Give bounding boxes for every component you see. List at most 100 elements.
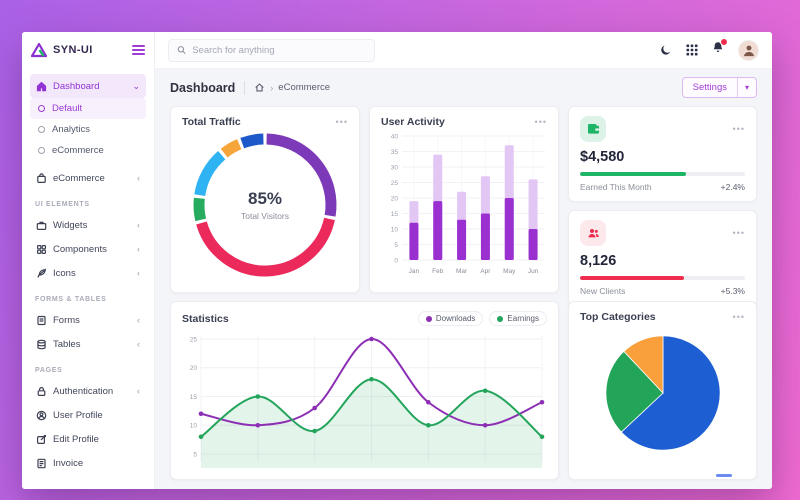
app-window: SYN-UI Dashboard ⌄ Default Analytics eCo… xyxy=(22,32,772,489)
statistics-line-chart: 5 10 15 20 25 xyxy=(182,330,548,468)
svg-text:Apr: Apr xyxy=(480,268,491,275)
legend-downloads[interactable]: Downloads xyxy=(417,311,484,326)
sidebar-item-authentication[interactable]: Authentication ‹ xyxy=(30,379,146,403)
user-avatar[interactable] xyxy=(738,39,759,61)
edit-icon xyxy=(37,434,46,444)
wallet-icon xyxy=(580,116,606,142)
sidebar-section-pages: PAGES xyxy=(35,367,63,374)
svg-text:Jan: Jan xyxy=(409,268,420,275)
sidebar-item-forms[interactable]: Forms ‹ xyxy=(30,308,146,332)
categories-pie-chart xyxy=(599,329,727,457)
chart-legend: Downloads Earnings xyxy=(417,311,547,326)
breadcrumb-item-ecommerce[interactable]: eCommerce xyxy=(278,82,331,93)
statistics-card: Statistics Downloads Earnings xyxy=(170,301,559,480)
svg-text:5: 5 xyxy=(394,242,398,249)
more-options-icon[interactable]: ••• xyxy=(732,123,745,134)
card-title: Top Categories xyxy=(580,311,656,323)
earned-value: $4,580 xyxy=(580,149,625,165)
home-icon xyxy=(36,81,47,91)
sidebar-item-label: eCommerce xyxy=(52,145,104,156)
settings-split-button: Settings ▾ xyxy=(681,77,757,98)
chevron-collapsed-icon: ‹ xyxy=(137,268,140,278)
activity-bar-chart: 0 5 10 15 20 25 30 35 40 Jan Feb Mar Apr May Jun xyxy=(381,130,549,281)
svg-text:Mar: Mar xyxy=(456,268,468,275)
donut-center-value: 85% xyxy=(247,189,283,208)
svg-text:10: 10 xyxy=(190,423,198,430)
sidebar-item-dashboard[interactable]: Dashboard ⌄ xyxy=(30,74,146,98)
notifications-button[interactable] xyxy=(712,38,728,59)
more-options-icon[interactable]: ••• xyxy=(732,311,745,322)
radio-icon xyxy=(38,126,45,133)
sidebar-item-ecommerce[interactable]: eCommerce ‹ xyxy=(30,166,146,190)
sidebar-item-ecommerce-sub[interactable]: eCommerce xyxy=(30,140,146,161)
sidebar-item-label: Analytics xyxy=(52,124,91,135)
svg-text:Feb: Feb xyxy=(432,268,444,275)
radio-icon xyxy=(38,147,45,154)
svg-text:20: 20 xyxy=(391,195,399,202)
breadcrumb-home-icon[interactable] xyxy=(254,82,265,93)
more-options-icon[interactable]: ••• xyxy=(732,227,745,238)
card-title: Total Traffic xyxy=(182,116,241,128)
sidebar-item-edit-profile[interactable]: Edit Profile xyxy=(30,427,146,451)
notification-badge xyxy=(720,38,728,46)
sidebar-item-user-profile[interactable]: User Profile xyxy=(30,403,146,427)
lock-icon xyxy=(37,386,46,396)
chevron-collapsed-icon: ‹ xyxy=(137,386,140,396)
total-traffic-card: Total Traffic ••• 85% Total Visitors xyxy=(170,106,360,293)
sidebar-item-analytics[interactable]: Analytics xyxy=(30,119,146,140)
sidebar-item-invoice[interactable]: Invoice xyxy=(30,451,146,475)
logo-icon xyxy=(31,42,47,57)
sidebar-item-label: User Profile xyxy=(53,409,103,421)
sidebar-item-default[interactable]: Default xyxy=(30,98,146,119)
sidebar-item-label: Edit Profile xyxy=(53,433,99,445)
database-icon xyxy=(37,339,46,349)
sidebar-item-icons[interactable]: Icons ‹ xyxy=(30,261,146,285)
more-options-icon[interactable]: ••• xyxy=(335,116,348,127)
more-options-icon[interactable]: ••• xyxy=(534,116,547,127)
briefcase-icon xyxy=(36,221,47,230)
breadcrumb: Dashboard › eCommerce Settings ▾ xyxy=(155,69,772,106)
radio-icon xyxy=(38,105,45,112)
main-content: Dashboard › eCommerce Settings ▾ Total T… xyxy=(155,69,772,489)
clients-value: 8,126 xyxy=(580,253,617,269)
sidebar-item-widgets[interactable]: Widgets ‹ xyxy=(30,213,146,237)
donut-center-label: Total Visitors xyxy=(240,211,290,221)
search-icon xyxy=(177,46,186,54)
svg-text:15: 15 xyxy=(391,211,399,218)
sidebar-item-label: Dashboard xyxy=(53,80,100,92)
sidebar-item-label: Forms xyxy=(53,314,80,326)
form-icon xyxy=(37,315,46,325)
svg-text:10: 10 xyxy=(391,226,399,233)
sidebar-item-label: Authentication xyxy=(53,385,114,397)
chevron-collapsed-icon: ‹ xyxy=(137,220,140,230)
menu-toggle-icon[interactable] xyxy=(132,43,145,57)
downloads-dot-icon xyxy=(425,315,432,322)
svg-text:20: 20 xyxy=(190,365,198,372)
sidebar-item-label: Components xyxy=(53,243,107,255)
apps-grid-icon[interactable] xyxy=(686,44,698,56)
invoice-icon xyxy=(37,458,46,468)
legend-earnings[interactable]: Earnings xyxy=(489,311,547,326)
sidebar-item-components[interactable]: Components ‹ xyxy=(30,237,146,261)
earnings-dot-icon xyxy=(497,315,504,322)
search-input[interactable] xyxy=(192,44,366,56)
svg-text:15: 15 xyxy=(190,394,198,401)
settings-dropdown-caret-icon[interactable]: ▾ xyxy=(736,78,756,97)
settings-button[interactable]: Settings xyxy=(692,82,727,93)
earned-stat-card: ••• $4,580 Earned This Month +2.4% xyxy=(568,106,757,202)
earned-progress xyxy=(580,172,745,176)
top-categories-card: Top Categories ••• xyxy=(568,301,757,480)
shopping-bag-icon xyxy=(37,172,46,183)
sidebar: SYN-UI Dashboard ⌄ Default Analytics eCo… xyxy=(22,32,155,489)
sidebar-section-forms-tables: FORMS & TABLES xyxy=(35,296,107,303)
sidebar-item-label: Default xyxy=(52,103,83,114)
chevron-down-icon: ⌄ xyxy=(132,80,140,91)
chevron-collapsed-icon: ‹ xyxy=(137,173,140,183)
clients-progress xyxy=(580,276,745,280)
search-box[interactable] xyxy=(168,38,375,62)
dark-mode-moon-icon[interactable] xyxy=(660,44,672,56)
svg-text:0: 0 xyxy=(394,257,398,264)
svg-text:40: 40 xyxy=(391,133,399,140)
sidebar-item-tables[interactable]: Tables ‹ xyxy=(30,332,146,356)
chevron-collapsed-icon: ‹ xyxy=(137,315,140,325)
